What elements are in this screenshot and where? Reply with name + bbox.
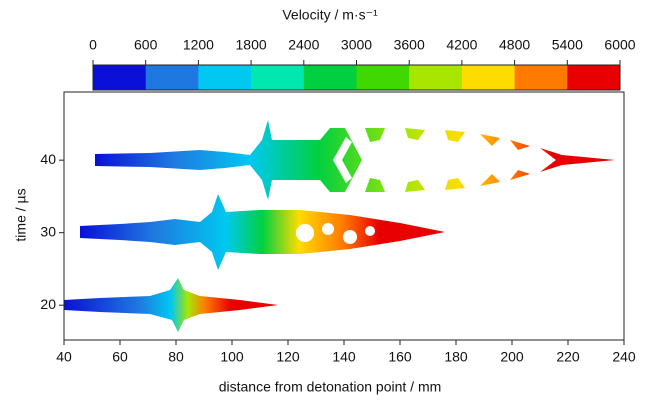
x-tick-label: 200	[500, 349, 524, 365]
jet-30us	[80, 194, 445, 270]
x-tick-label: 120	[276, 349, 300, 365]
colorbar-tick-label: 3000	[341, 37, 372, 53]
jet-hole	[322, 223, 334, 235]
colorbar-tick-label: 600	[134, 37, 158, 53]
colorbar-segment	[93, 65, 146, 90]
jet-hole	[365, 226, 375, 236]
x-tick-label: 220	[556, 349, 580, 365]
colorbar-tick-label: 2400	[288, 37, 319, 53]
colorbar-tick-label: 6000	[604, 37, 635, 53]
jets	[64, 120, 615, 332]
x-tick-label: 140	[332, 349, 356, 365]
colorbar-tick-label: 4200	[446, 37, 477, 53]
jet-40us	[95, 120, 362, 200]
y-tick-label: 40	[40, 151, 56, 167]
colorbar-segment	[462, 65, 515, 90]
colorbar-tick-label: 0	[89, 37, 97, 53]
jet-hole	[343, 230, 357, 244]
colorbar-tick-label: 3600	[394, 37, 425, 53]
colorbar-tick-label: 1200	[183, 37, 214, 53]
x-axis-label: distance from detonation point / mm	[219, 379, 442, 395]
jet-hole	[296, 224, 314, 242]
y-tick-label: 20	[40, 296, 56, 312]
colorbar-segment	[567, 65, 620, 90]
x-tick-label: 160	[388, 349, 412, 365]
colorbar-segment	[409, 65, 462, 90]
colorbar-label: Velocity / m·s⁻¹	[282, 7, 378, 23]
jet-20us	[64, 278, 278, 332]
colorbar-segment	[146, 65, 199, 90]
x-tick-label: 60	[112, 349, 128, 365]
x-tick-label: 80	[168, 349, 184, 365]
colorbar-segment	[515, 65, 568, 90]
colorbar-tick-label: 4800	[499, 37, 530, 53]
jet-fragments	[365, 128, 615, 192]
colorbar-segment	[304, 65, 357, 90]
x-tick-label: 40	[56, 349, 72, 365]
x-tick-label: 240	[612, 349, 636, 365]
colorbar-tick-label: 1800	[236, 37, 267, 53]
x-tick-label: 100	[220, 349, 244, 365]
colorbar-segment	[251, 65, 304, 90]
chart: Velocity / m·s⁻¹ distance from detonatio…	[0, 0, 659, 404]
colorbar-segment	[198, 65, 251, 90]
colorbar-tick-label: 5400	[552, 37, 583, 53]
y-axis-label: time / µs	[13, 188, 29, 241]
colorbar-segment	[357, 65, 410, 90]
y-tick-label: 30	[40, 223, 56, 239]
x-tick-label: 180	[444, 349, 468, 365]
